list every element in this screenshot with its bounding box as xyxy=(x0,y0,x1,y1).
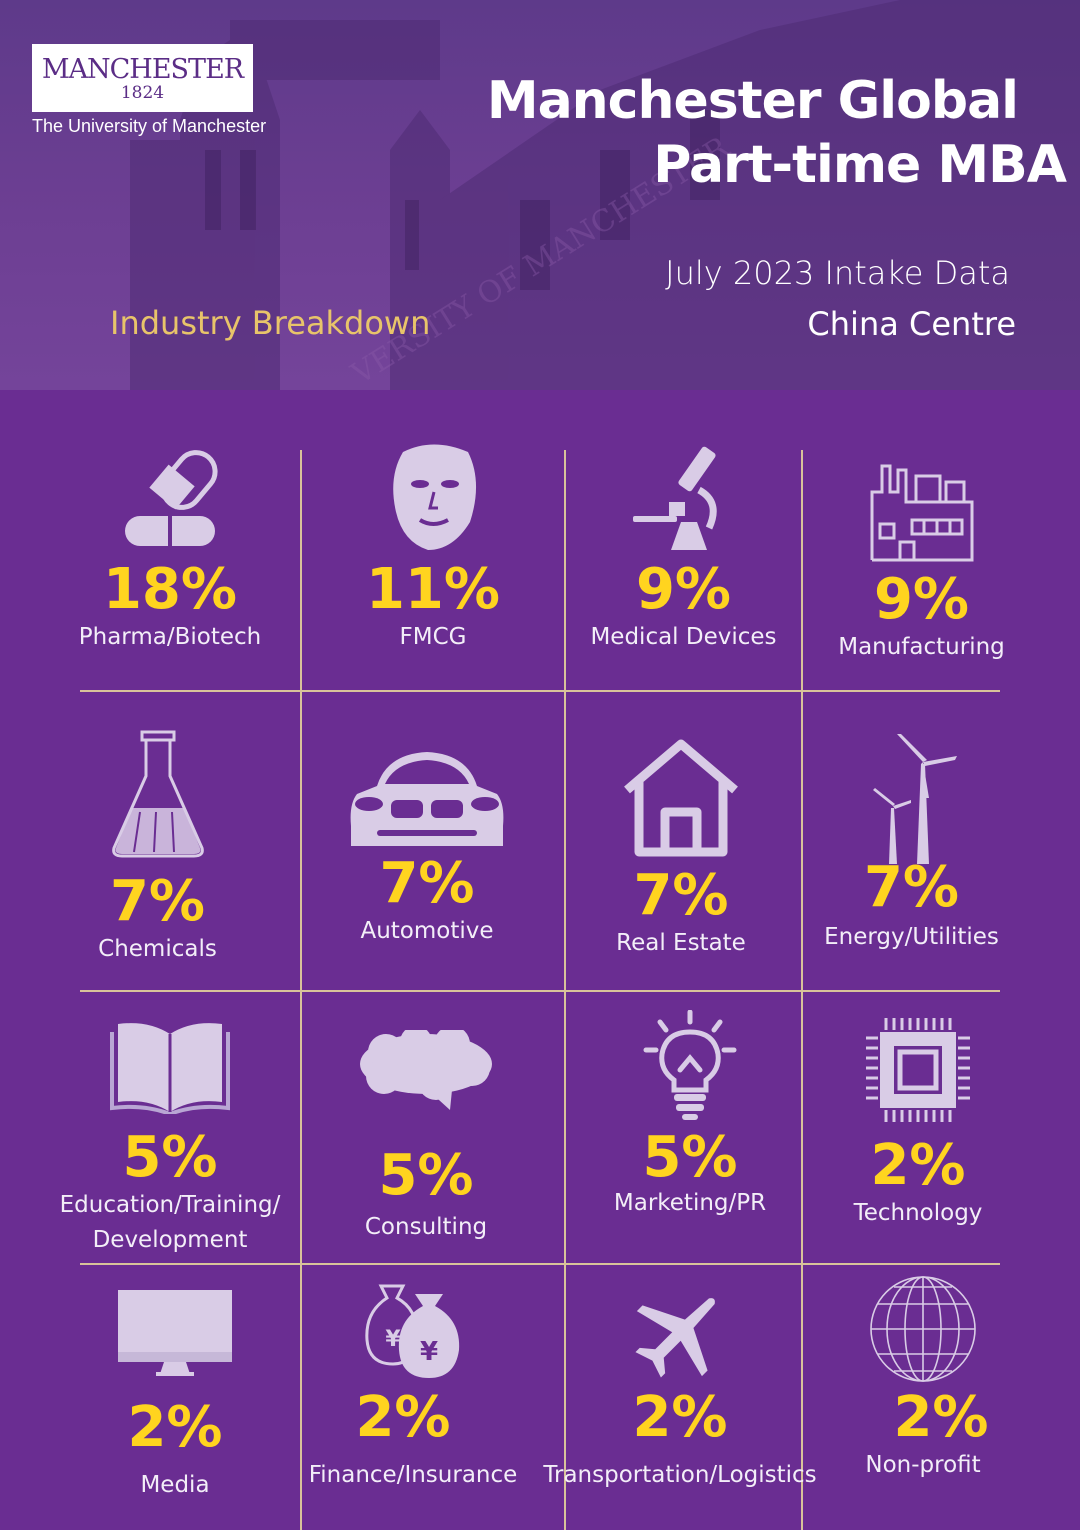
industry-cell: 7% Chemicals xyxy=(40,730,275,967)
industry-label: Medical Devices xyxy=(590,624,777,650)
industry-label: FMCG xyxy=(399,624,467,650)
industry-percent: 5% xyxy=(122,1125,218,1190)
industry-cell: 11% FMCG xyxy=(302,442,564,655)
section-heading: Industry Breakdown xyxy=(110,304,431,342)
industry-label: Consulting xyxy=(364,1214,488,1240)
industry-percent: 7% xyxy=(633,863,729,928)
header-banner: VERSITY OF MANCHESTER MANCHESTER 1824 Th… xyxy=(0,0,1080,390)
industry-cell: 2% Media xyxy=(60,1288,290,1503)
divider-horizontal xyxy=(80,690,1000,692)
industry-cell: 9% Medical Devices xyxy=(566,442,801,655)
industry-cell: 5% Education/Training/ Development xyxy=(40,1020,300,1258)
money-bag-icon: ¥ ¥ xyxy=(365,1284,460,1378)
title-line-1: Manchester Global xyxy=(486,71,1019,131)
industry-percent: 7% xyxy=(863,855,960,920)
industry-percent: 5% xyxy=(378,1143,474,1208)
book-icon xyxy=(110,1023,230,1114)
divider-horizontal xyxy=(80,990,1000,992)
industry-label: Pharma/Biotech xyxy=(78,624,262,650)
industry-percent: 2% xyxy=(893,1385,989,1450)
wind-turbine-icon xyxy=(872,734,957,864)
intake-text: July 2023 Intake Data xyxy=(665,254,1010,292)
house-icon xyxy=(624,739,738,857)
industry-label: Energy/Utilities xyxy=(824,924,999,950)
logo-wordmark: MANCHESTER xyxy=(41,54,244,85)
monitor-icon xyxy=(118,1290,232,1376)
industry-label: Real Estate xyxy=(616,930,746,956)
title-line-2: Part-time MBA xyxy=(653,135,1067,195)
factory-icon xyxy=(870,464,973,562)
industry-label: Manufacturing xyxy=(838,634,1005,660)
industry-percent: 7% xyxy=(379,851,475,916)
industry-cell: 9% Manufacturing xyxy=(803,462,1040,665)
industry-percent: 7% xyxy=(109,869,206,934)
globe-icon xyxy=(870,1276,976,1382)
microscope-icon xyxy=(632,446,717,550)
industry-label: Technology xyxy=(853,1200,983,1226)
industry-label: Transportation/Logistics xyxy=(543,1462,817,1488)
industry-label: Chemicals xyxy=(98,936,217,962)
airplane-icon xyxy=(635,1298,715,1378)
lightbulb-icon xyxy=(643,1010,737,1120)
industry-cell: ¥ ¥ 2% Finance/Insurance xyxy=(302,1284,524,1493)
divider-horizontal xyxy=(80,1263,1000,1265)
industry-percent: 18% xyxy=(102,557,238,622)
logo-subtitle: The University of Manchester xyxy=(32,116,267,136)
industry-percent: 2% xyxy=(355,1385,451,1450)
industry-label: Non-profit xyxy=(865,1452,981,1478)
industry-label: Finance/Insurance xyxy=(308,1462,518,1488)
industry-percent: 2% xyxy=(632,1385,728,1450)
industry-label-line-1: Education/Training/ xyxy=(59,1192,281,1218)
centre-text: China Centre xyxy=(807,305,1016,343)
industry-label: Marketing/PR xyxy=(613,1190,767,1216)
industry-cell: 5% Marketing/PR xyxy=(566,1010,814,1221)
industry-cell: 7% Automotive xyxy=(302,746,552,949)
industry-cell: 2% Technology xyxy=(803,1018,1033,1231)
car-icon xyxy=(350,752,504,846)
logo-year: 1824 xyxy=(120,83,165,103)
svg-text:¥: ¥ xyxy=(420,1337,438,1367)
page-title: Manchester Global Part-time MBA xyxy=(486,70,1067,196)
building-background-icon: VERSITY OF MANCHESTER xyxy=(130,0,1080,390)
industry-percent: 5% xyxy=(642,1125,738,1190)
industry-cell: 7% Energy/Utilities xyxy=(803,734,1020,955)
chip-icon xyxy=(866,1018,970,1122)
industry-label: Media xyxy=(140,1472,210,1498)
industry-grid: 18% Pharma/Biotech 11% FMCG 9% Medical D… xyxy=(0,390,1080,1530)
industry-percent: 2% xyxy=(870,1133,966,1198)
industry-label: Education/Training/ Development xyxy=(40,1188,300,1258)
industry-cell: 7% Real Estate xyxy=(566,738,796,961)
industry-cell: 2% Transportation/Logistics xyxy=(540,1284,820,1493)
industry-percent: 2% xyxy=(127,1395,223,1460)
flask-icon xyxy=(111,730,204,858)
svg-text:¥: ¥ xyxy=(385,1327,401,1352)
industry-percent: 9% xyxy=(635,557,732,622)
industry-label-line-2: Development xyxy=(92,1227,248,1253)
industry-percent: 9% xyxy=(873,567,970,632)
industry-label: Automotive xyxy=(360,918,494,944)
university-logo: MANCHESTER 1824 xyxy=(32,44,253,112)
industry-cell: 18% Pharma/Biotech xyxy=(40,442,300,655)
industry-cell: 2% Non-profit xyxy=(803,1274,1043,1483)
industry-percent: 11% xyxy=(365,557,501,622)
speech-cloud-icon xyxy=(360,1030,492,1110)
industry-cell: 5% Consulting xyxy=(302,1030,550,1245)
pill-icon xyxy=(125,450,218,546)
face-mask-icon xyxy=(393,444,477,550)
